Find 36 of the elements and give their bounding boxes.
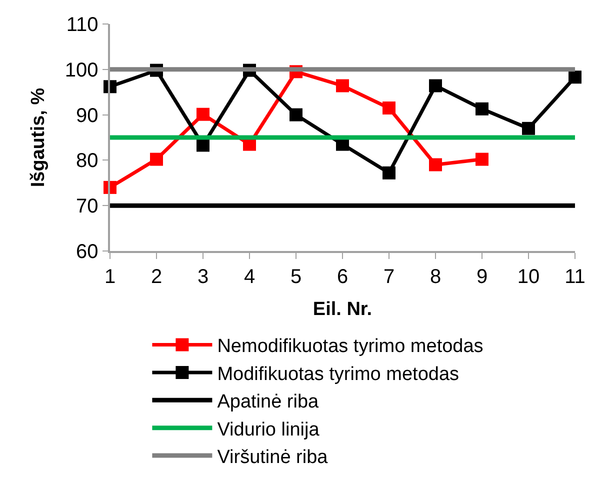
x-tick-label: 1 <box>104 266 116 288</box>
y-tick-label: 110 <box>66 14 98 36</box>
point <box>476 152 488 166</box>
y-tick-label: 100 <box>64 59 98 82</box>
legend-label: Apatinė riba <box>217 392 320 413</box>
legend-label: Viršutinė riba <box>217 446 328 468</box>
point <box>568 70 582 84</box>
x-tick-label: 8 <box>430 266 442 288</box>
legend-label: Modifikuotas tyrimo metodas <box>217 364 460 385</box>
point <box>196 108 210 121</box>
point <box>429 79 442 92</box>
y-tick-label: 80 <box>76 150 98 172</box>
legend-label: Vidurio linija <box>217 419 320 440</box>
point <box>336 79 349 92</box>
point <box>476 102 488 116</box>
x-tick-label: 4 <box>244 266 256 288</box>
x-axis-title: Eil. Nr. <box>312 299 372 320</box>
x-tick-label: 6 <box>336 266 348 288</box>
y-axis-title: Išgautis, % <box>28 88 50 188</box>
point <box>150 152 163 166</box>
legend-label: Nemodifikuotas tyrimo metodas <box>217 336 484 358</box>
point <box>522 122 535 135</box>
x-tick-label: 3 <box>197 266 209 288</box>
x-tick-label: 9 <box>476 266 488 288</box>
point <box>382 101 396 114</box>
x-tick-label: 5 <box>290 266 302 288</box>
y-tick-label: 60 <box>76 241 98 263</box>
point <box>382 166 396 180</box>
point <box>429 158 442 172</box>
x-tick-label: 11 <box>564 266 586 288</box>
x-tick-label: 2 <box>150 266 162 288</box>
x-tick-label: 7 <box>383 266 395 288</box>
y-tick-label: 90 <box>76 104 98 127</box>
point <box>290 108 302 122</box>
y-tick-label: 70 <box>76 196 98 218</box>
x-tick-label: 10 <box>517 266 540 288</box>
